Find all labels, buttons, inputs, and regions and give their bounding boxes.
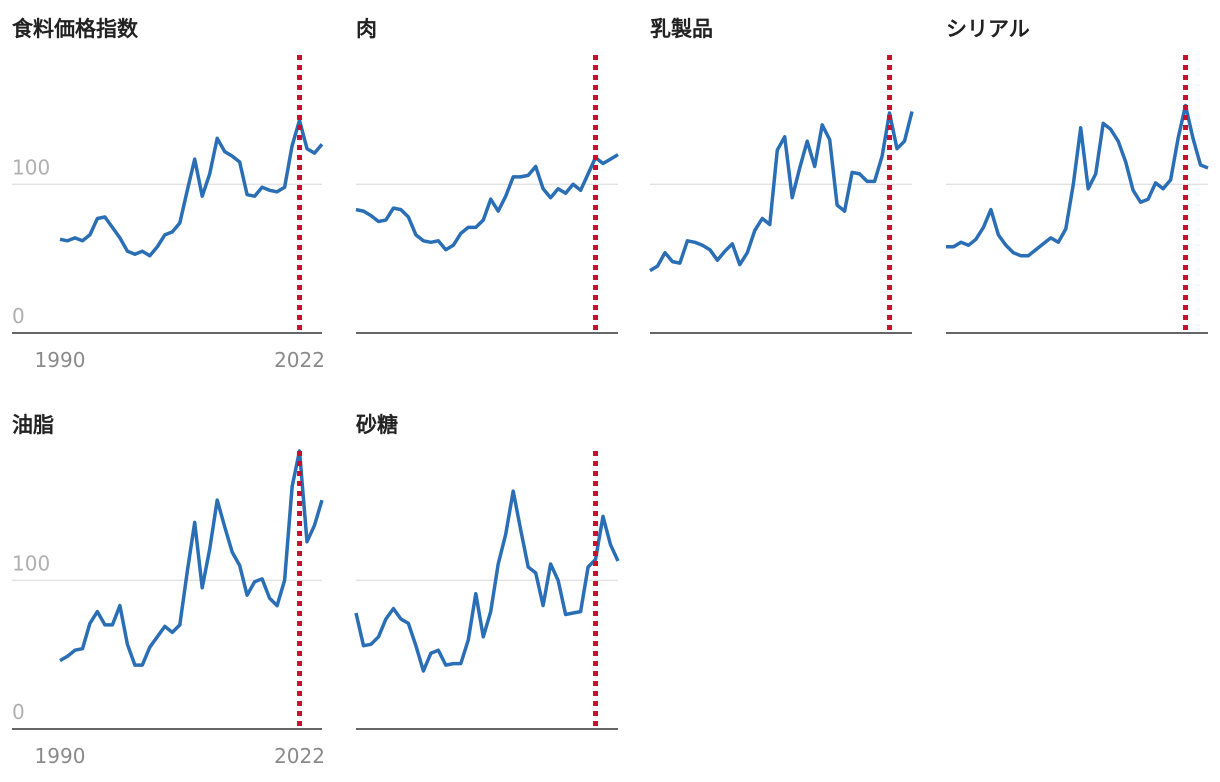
y-tick-label: 100 [12, 551, 50, 575]
x-tick-label: 1990 [35, 348, 86, 372]
data-line [354, 489, 620, 673]
data-line [59, 118, 324, 258]
y-tick-label: 0 [12, 700, 25, 724]
x-tick-label: 2022 [274, 348, 325, 372]
panel-title: 油脂 [12, 413, 54, 437]
panel-title: 乳製品 [650, 17, 713, 41]
data-line [946, 103, 1209, 258]
x-tick-label: 1990 [35, 744, 86, 768]
y-tick-label: 100 [12, 155, 50, 179]
data-line [355, 153, 619, 252]
y-tick-label: 0 [12, 304, 25, 328]
x-tick-label: 2022 [274, 744, 325, 768]
data-line [649, 111, 914, 273]
panel-title: 食料価格指数 [12, 17, 139, 41]
panel-title: 肉 [356, 17, 377, 41]
panel-title: 砂糖 [356, 413, 398, 437]
panel-title: シリアル [946, 17, 1030, 41]
data-line [59, 449, 324, 667]
